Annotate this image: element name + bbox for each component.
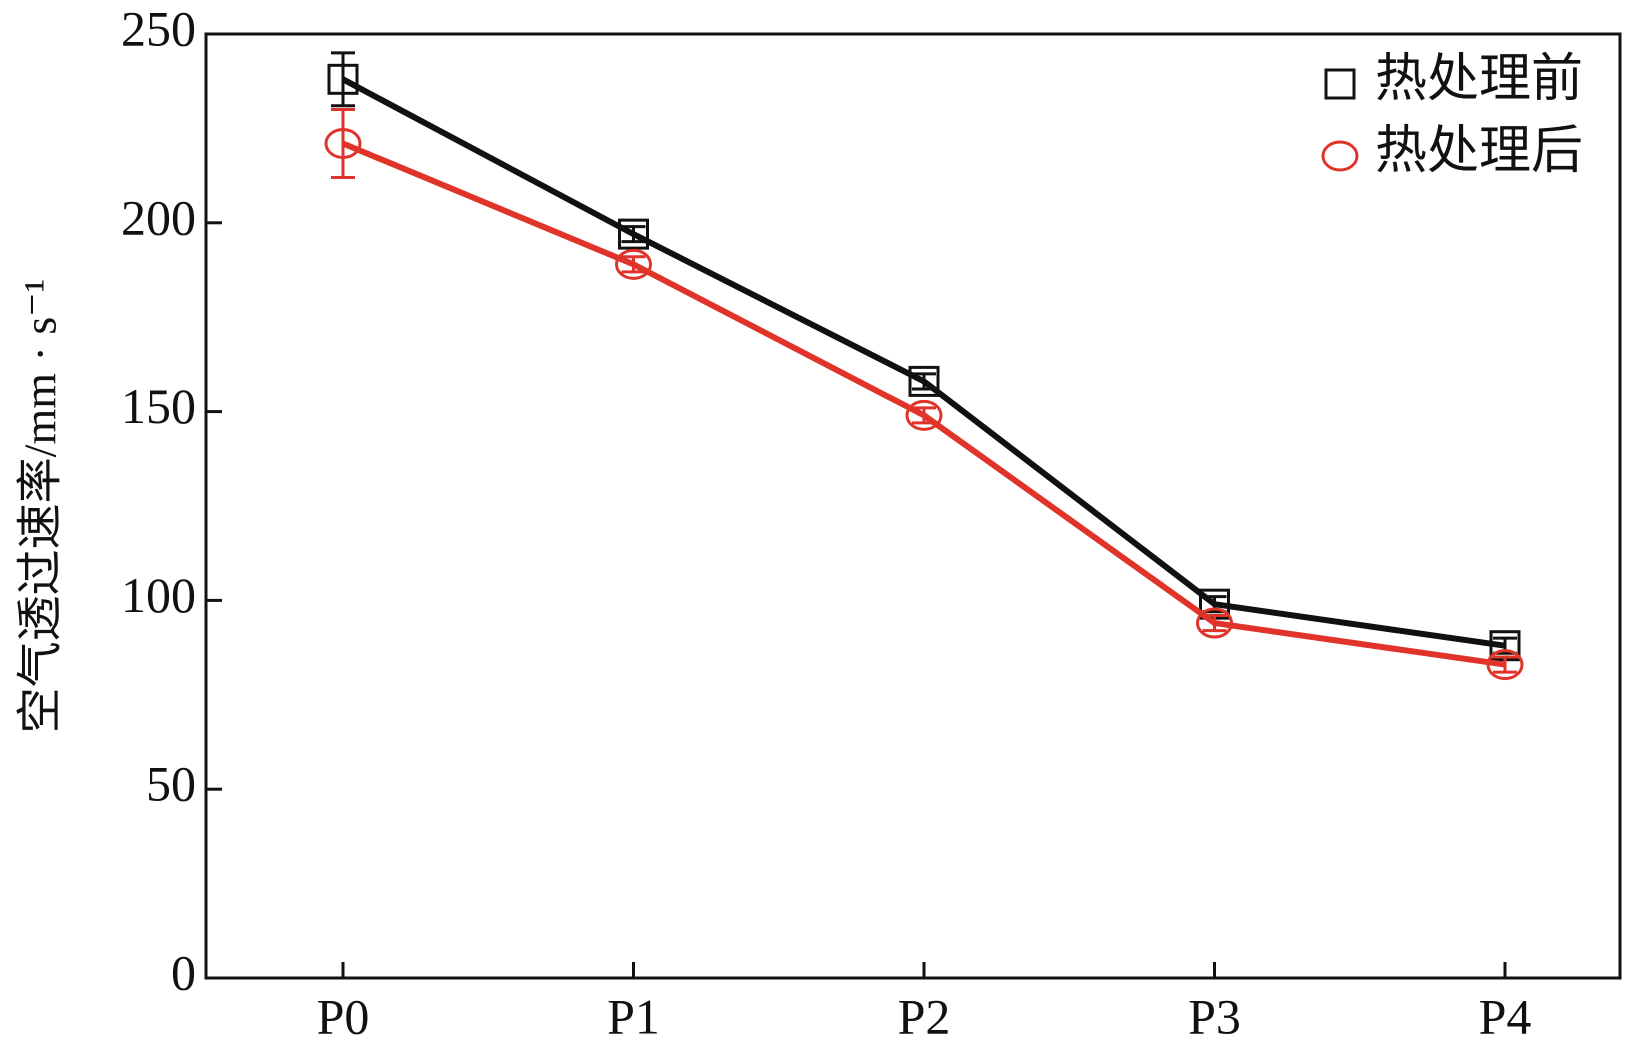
- y-tick-label: 250: [121, 0, 196, 56]
- y-tick-label: 150: [121, 378, 196, 434]
- legend-label: 热处理前: [1375, 51, 1583, 108]
- legend-label: 热处理后: [1375, 123, 1583, 180]
- error-bar: [621, 225, 646, 244]
- plot-frame: [204, 32, 1622, 980]
- x-tick-label: P1: [607, 988, 660, 1044]
- marker: [1486, 649, 1524, 681]
- marker: [908, 365, 940, 397]
- legend-marker: [1321, 140, 1359, 172]
- error-bar: [1493, 655, 1517, 674]
- marker: [905, 399, 943, 431]
- y-tick-label: 0: [171, 944, 196, 1000]
- error-bar: [331, 108, 355, 179]
- y-axis-label: 空气透过速率/mm · s⁻¹: [15, 279, 66, 734]
- x-tick-label: P4: [1479, 988, 1532, 1044]
- x-tick-label: P0: [317, 988, 370, 1044]
- error-bar: [1202, 614, 1227, 633]
- marker: [1196, 607, 1233, 639]
- series-line: [341, 76, 1506, 649]
- marker: [615, 248, 652, 280]
- marker: [324, 128, 362, 160]
- error-bar: [912, 406, 936, 425]
- x-tick-label: P3: [1188, 988, 1241, 1044]
- y-tick-label: 200: [121, 189, 196, 245]
- series-line: [341, 140, 1506, 668]
- error-bar: [621, 255, 646, 274]
- marker: [327, 63, 359, 95]
- x-tick-label: P2: [898, 988, 951, 1044]
- error-bar: [912, 372, 936, 391]
- legend-marker: [1324, 68, 1356, 100]
- y-tick-label: 100: [121, 567, 196, 623]
- marker: [618, 218, 649, 250]
- y-tick-label: 50: [146, 756, 196, 812]
- error-bar: [331, 51, 355, 108]
